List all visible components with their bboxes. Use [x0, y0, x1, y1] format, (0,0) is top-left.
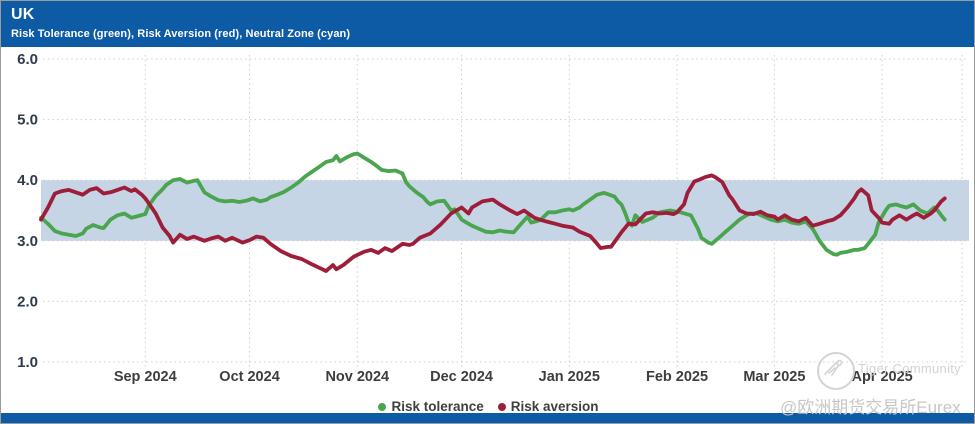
x-axis-tick-label: Oct 2024 [219, 369, 279, 385]
y-axis-tick-label: 6.0 [17, 51, 38, 68]
risk-tolerance-dot-icon [378, 402, 387, 411]
y-axis-tick-label: 2.0 [17, 293, 38, 310]
plot-area: 1.0 2.0 3.0 4.0 5.0 6.0 Sep 2024 Oct 2024 Nov 20… [17, 51, 969, 385]
x-axis-tick-label: Dec 2024 [430, 369, 493, 385]
legend-item-risk-tolerance[interactable]: Risk tolerance [378, 399, 484, 414]
risk-tolerance-line [39, 151, 947, 257]
watermark-community-name: Tiger Community [858, 361, 961, 376]
chart-subtitle: Risk Tolerance (green), Risk Aversion (r… [11, 28, 351, 41]
risk-aversion-line [39, 173, 947, 274]
x-axis-tick-label: Feb 2025 [646, 369, 708, 385]
chart-header: UK Risk Tolerance (green), Risk Aversion… [1, 1, 974, 47]
risk-aversion-dot-icon [497, 402, 506, 411]
footer-bar [1, 413, 974, 423]
legend-label: Risk aversion [510, 399, 599, 414]
legend-item-risk-aversion[interactable]: Risk aversion [497, 399, 599, 414]
x-axis-tick-label: Sep 2024 [114, 369, 177, 385]
page-title: UK [11, 6, 35, 23]
y-axis-tick-label: 3.0 [17, 233, 38, 250]
x-axis-tick-label: Mar 2025 [743, 369, 805, 385]
x-axis-tick-label: Apr 2025 [851, 369, 912, 385]
watermark-account-handle: @欧洲期货交易所Eurex [780, 398, 961, 417]
x-axis-tick-label: Nov 2024 [325, 369, 389, 385]
legend-label: Risk tolerance [391, 399, 484, 414]
x-axis-tick-label: Jan 2025 [539, 369, 600, 385]
y-axis-tick-label: 4.0 [17, 172, 38, 189]
y-axis-tick-label: 1.0 [17, 354, 38, 371]
legend: Risk tolerance Risk aversion [1, 399, 974, 414]
y-axis-tick-label: 5.0 [17, 112, 38, 129]
community-logo-icon [817, 352, 855, 390]
